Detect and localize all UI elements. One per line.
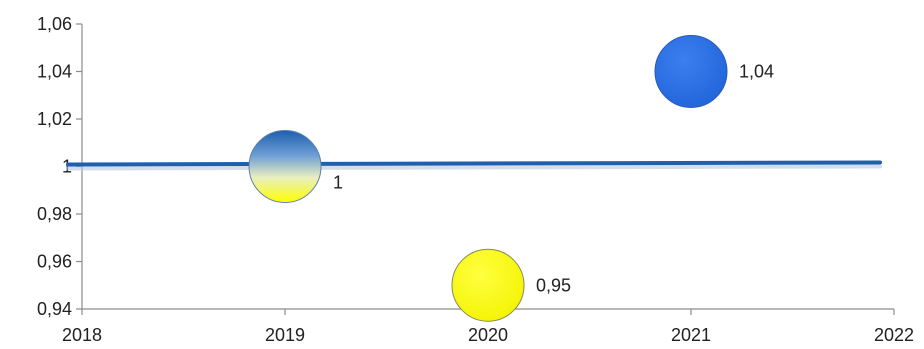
y-tick-label: 1,04 [37, 62, 72, 82]
data-label: 1,04 [739, 62, 774, 82]
bubble-point [654, 35, 728, 108]
labels: 1 0,95 1,04 [333, 62, 774, 296]
bubble-point [248, 130, 322, 203]
x-tick-label: 2020 [468, 325, 508, 345]
x-tick-label: 2018 [62, 325, 102, 345]
y-tick-label: 0,98 [37, 204, 72, 224]
y-tick-label: 0,94 [37, 299, 72, 319]
x-tick-label: 2021 [671, 325, 711, 345]
y-tick-label: 1,06 [37, 14, 72, 34]
reference-line-shadow [66, 164, 882, 171]
y-tick-label: 1,02 [37, 109, 72, 129]
data-label: 0,95 [536, 275, 571, 295]
x-tick-label: 2022 [874, 325, 914, 345]
reference-line-layer [66, 160, 882, 171]
y-tick-label: 1 [62, 157, 72, 177]
reference-line [66, 160, 882, 167]
x-tick-label: 2019 [265, 325, 305, 345]
axes: 0,94 0,96 0,98 1 1,02 1,04 1,06 2018 2019 2020 202… [37, 14, 914, 345]
data-label: 1 [333, 173, 343, 193]
y-tick-label: 0,96 [37, 252, 72, 272]
bubble-point [451, 248, 525, 322]
bubbles [248, 35, 728, 322]
